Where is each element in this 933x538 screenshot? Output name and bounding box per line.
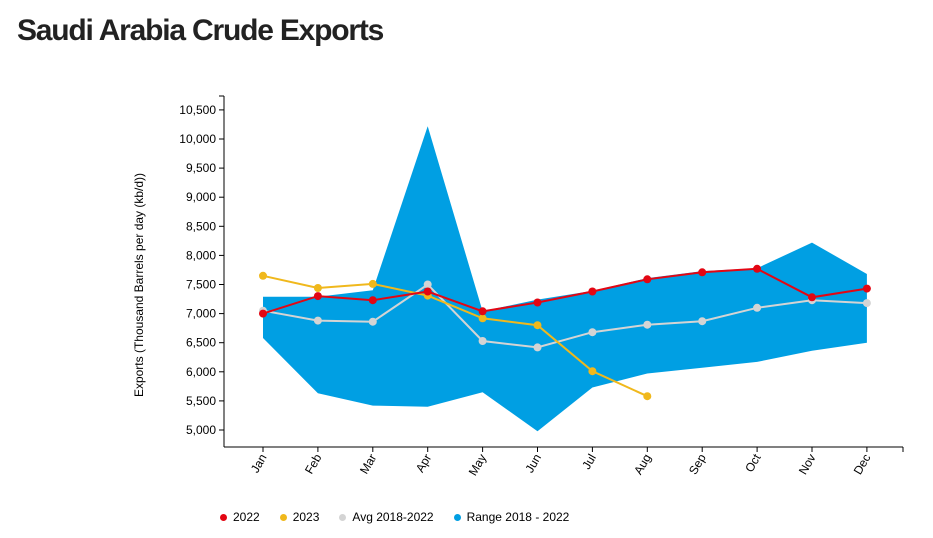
point-2022-jul: [588, 287, 597, 296]
point-avg-2018-2022-mar: [368, 317, 377, 326]
legend-item-range-2018-2022[interactable]: Range 2018 - 2022: [453, 510, 570, 524]
series-line-2023: [262, 274, 648, 398]
x-tick-label-mar: Mar: [357, 452, 379, 477]
x-tick-label-oct: Oct: [742, 451, 764, 475]
series-line-2022: [262, 267, 868, 315]
point-2023-feb: [313, 284, 322, 292]
point-2022-may: [478, 307, 487, 316]
x-tick-label-apr: Apr: [413, 452, 434, 475]
y-tick-label: 9,500: [186, 161, 216, 175]
legend-label: 2022: [233, 510, 260, 524]
y-tick-label: 8,000: [186, 248, 216, 262]
point-2022-sep: [698, 268, 707, 277]
point-avg-2018-2022-jun: [533, 343, 542, 352]
legend: 2022 2023 Avg 2018-2022 Range 2018 - 2022: [220, 510, 589, 524]
y-tick-label: 6,500: [186, 336, 216, 350]
y-tick-label: 5,500: [186, 394, 216, 408]
legend-item-avg-2018-2022[interactable]: Avg 2018-2022: [339, 510, 434, 524]
y-tick-label: 6,000: [186, 365, 216, 379]
point-2022-jan: [259, 309, 267, 318]
y-tick-label: 10,500: [179, 103, 216, 117]
y-tick-label: 7,000: [186, 307, 216, 321]
x-tick-label-jul: Jul: [579, 452, 599, 472]
legend-item-2023[interactable]: 2023: [279, 510, 320, 524]
point-2023-aug: [643, 392, 652, 401]
legend-label: 2023: [292, 510, 320, 524]
point-2022-dec: [862, 284, 871, 293]
point-2023-jun: [533, 321, 542, 330]
point-2022-nov: [808, 293, 816, 302]
point-avg-2018-2022-jul: [588, 328, 597, 337]
point-2022-feb: [313, 292, 322, 301]
range-area: [263, 126, 867, 432]
series-line-avg-2018-2022: [262, 283, 867, 349]
point-2022-mar: [368, 296, 377, 305]
legend-dot-icon: [339, 513, 347, 521]
point-avg-2018-2022-oct: [753, 303, 762, 312]
point-2022-jun: [533, 298, 542, 307]
point-avg-2018-2022-apr: [423, 280, 432, 289]
y-tick-label: 5,000: [186, 423, 216, 437]
x-tick-label-nov: Nov: [796, 452, 819, 477]
legend-dot-icon: [220, 513, 227, 521]
point-avg-2018-2022-may: [478, 337, 487, 345]
legend-dot-icon: [453, 513, 461, 521]
point-2022-oct: [753, 264, 762, 273]
x-tick-label-jan: Jan: [248, 452, 270, 476]
x-tick-label-dec: Dec: [851, 452, 874, 477]
point-2023-jul: [588, 367, 597, 376]
point-avg-2018-2022-dec: [862, 299, 871, 308]
y-axis-label: Exports (Thousand Barrels per day (kb/d)…: [132, 173, 146, 397]
legend-item-2022[interactable]: 2022: [220, 510, 260, 524]
x-tick-label-jun: Jun: [522, 452, 544, 476]
chart-title: Saudi Arabia Crude Exports: [17, 14, 384, 47]
x-tick-label-aug: Aug: [631, 452, 654, 477]
point-2023-jan: [259, 271, 267, 280]
legend-label: Range 2018 - 2022: [466, 510, 570, 524]
y-tick-label: 8,500: [186, 219, 216, 233]
y-tick-label: 9,000: [186, 190, 216, 204]
point-2023-mar: [368, 279, 377, 288]
point-2022-aug: [643, 275, 652, 284]
legend-dot-icon: [279, 513, 287, 521]
x-tick-label-feb: Feb: [302, 451, 325, 476]
point-avg-2018-2022-sep: [698, 317, 707, 326]
point-2022-apr: [423, 287, 432, 296]
x-tick-label-may: May: [466, 452, 489, 479]
point-avg-2018-2022-feb: [313, 316, 322, 325]
x-tick-label-sep: Sep: [686, 451, 709, 477]
legend-label: Avg 2018-2022: [352, 510, 434, 524]
point-2023-may: [478, 314, 487, 323]
y-tick-label: 10,000: [179, 132, 216, 146]
y-tick-label: 7,500: [186, 278, 216, 292]
point-avg-2018-2022-aug: [643, 320, 652, 329]
